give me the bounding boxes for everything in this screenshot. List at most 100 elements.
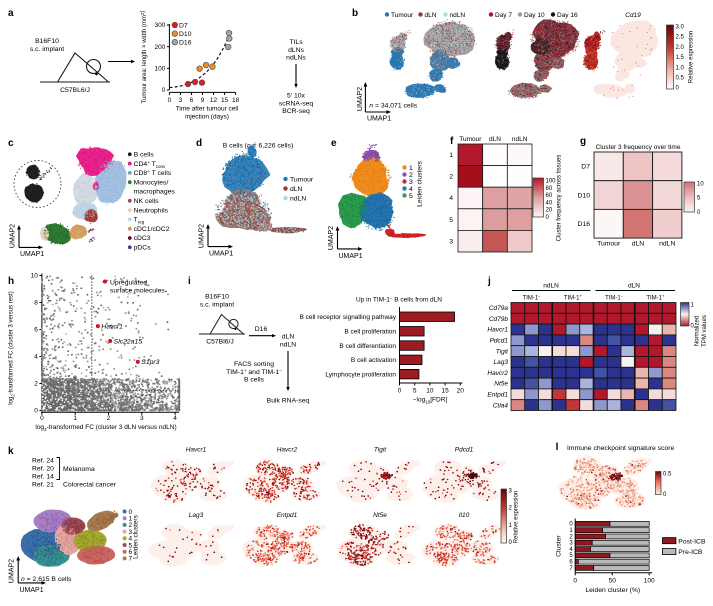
svg-text:40: 40 — [546, 200, 553, 206]
svg-text:ndLN: ndLN — [512, 136, 528, 143]
svg-text:4: 4 — [569, 547, 573, 553]
svg-text:Havcr1: Havcr1 — [101, 323, 123, 330]
svg-text:5: 5 — [409, 193, 413, 200]
svg-text:3: 3 — [129, 529, 133, 536]
svg-text:Cluster: Cluster — [556, 535, 563, 557]
svg-text:h: h — [8, 276, 14, 287]
svg-text:g: g — [580, 136, 586, 147]
svg-text:b: b — [352, 8, 358, 19]
svg-text:2.5: 2.5 — [676, 35, 685, 41]
svg-text:Leiden clusters: Leiden clusters — [133, 514, 140, 558]
svg-text:4: 4 — [409, 186, 413, 193]
svg-text:i: i — [188, 276, 191, 287]
svg-text:Leiden clusters: Leiden clusters — [417, 161, 424, 207]
svg-text:B16F10: B16F10 — [35, 38, 59, 45]
svg-text:6: 6 — [190, 97, 194, 104]
svg-text:B cells (n = 6,226 cells): B cells (n = 6,226 cells) — [223, 143, 293, 150]
svg-text:D10: D10 — [578, 192, 591, 199]
svg-text:s.c. implant: s.c. implant — [30, 46, 64, 53]
svg-text:Havcr1: Havcr1 — [487, 327, 508, 334]
svg-text:TILs: TILs — [289, 39, 303, 46]
svg-text:Il10: Il10 — [459, 512, 470, 519]
svg-text:200: 200 — [155, 44, 166, 51]
svg-text:1: 1 — [509, 523, 513, 529]
svg-text:Lymphocyte proliferation: Lymphocyte proliferation — [325, 371, 396, 378]
svg-text:Day 7: Day 7 — [495, 12, 512, 19]
svg-text:B cell activation: B cell activation — [351, 357, 397, 364]
svg-text:Tumour: Tumour — [459, 136, 482, 143]
svg-text:Cluster 3 frequency over time: Cluster 3 frequency over time — [596, 144, 681, 151]
svg-text:Lag3: Lag3 — [189, 512, 204, 519]
svg-text:f: f — [450, 136, 454, 147]
svg-text:8: 8 — [34, 300, 38, 307]
svg-text:0: 0 — [40, 415, 44, 422]
svg-text:Monocytes/: Monocytes/ — [134, 179, 169, 186]
svg-text:Cd79b: Cd79b — [489, 316, 509, 323]
svg-text:Ctla4: Ctla4 — [493, 402, 509, 409]
svg-text:0: 0 — [691, 324, 695, 330]
svg-text:UMAP1: UMAP1 — [367, 116, 391, 123]
svg-text:5: 5 — [569, 553, 573, 559]
svg-text:D10: D10 — [179, 31, 192, 38]
svg-text:2: 2 — [509, 506, 513, 512]
svg-text:B cells: B cells — [244, 377, 265, 384]
svg-text:Havcr2: Havcr2 — [487, 370, 508, 377]
svg-text:3.0: 3.0 — [676, 25, 685, 31]
svg-text:1: 1 — [129, 516, 133, 523]
svg-text:ndLNs: ndLNs — [286, 55, 306, 62]
svg-text:2: 2 — [129, 522, 133, 529]
svg-text:ndLN: ndLN — [290, 195, 306, 202]
svg-text:1: 1 — [449, 152, 453, 159]
svg-text:50: 50 — [609, 578, 617, 585]
svg-text:5: 5 — [413, 388, 417, 395]
svg-text:10: 10 — [426, 388, 434, 395]
svg-text:Cd79a: Cd79a — [489, 305, 509, 312]
svg-text:1: 1 — [691, 303, 695, 309]
svg-text:s.c. implant: s.c. implant — [200, 301, 234, 308]
svg-text:3: 3 — [179, 97, 183, 104]
svg-text:1: 1 — [409, 165, 413, 172]
svg-text:2: 2 — [34, 381, 38, 388]
svg-text:log2-transformed FC (cluster 3: log2-transformed FC (cluster 3 dLN versu… — [35, 424, 176, 432]
svg-text:0: 0 — [663, 492, 667, 498]
svg-text:−log10[FDR]: −log10[FDR] — [413, 397, 448, 405]
svg-text:Havcr1: Havcr1 — [186, 447, 207, 454]
svg-text:TIM-1+: TIM-1+ — [646, 294, 665, 302]
svg-text:ndLN: ndLN — [659, 241, 675, 248]
svg-text:n = 34,071 cells: n = 34,071 cells — [369, 103, 417, 110]
svg-text:0: 0 — [573, 578, 577, 585]
svg-text:Ref. 20: Ref. 20 — [32, 466, 54, 473]
svg-text:9: 9 — [201, 97, 205, 104]
svg-text:5′ 10x: 5′ 10x — [287, 93, 306, 100]
svg-text:log2-transformed FC (cluster 3: log2-transformed FC (cluster 3 versus re… — [9, 291, 16, 404]
svg-text:100: 100 — [546, 179, 557, 185]
svg-text:0.5: 0.5 — [663, 472, 672, 478]
svg-text:2: 2 — [107, 415, 111, 422]
svg-text:UMAP2: UMAP2 — [9, 559, 16, 583]
svg-text:UMAP2: UMAP2 — [357, 87, 364, 111]
svg-text:2: 2 — [449, 174, 453, 181]
svg-text:10: 10 — [31, 273, 39, 280]
svg-text:0: 0 — [569, 522, 573, 528]
svg-text:Pdcd1: Pdcd1 — [490, 338, 509, 345]
svg-text:FACS sorting: FACS sorting — [234, 361, 274, 368]
svg-text:0: 0 — [676, 86, 680, 92]
svg-text:Day 10: Day 10 — [524, 12, 545, 19]
svg-text:Nt5e: Nt5e — [494, 381, 508, 388]
svg-text:ndLN: ndLN — [280, 341, 296, 348]
svg-text:Upregulated: Upregulated — [110, 280, 147, 287]
svg-text:UMAP2: UMAP2 — [10, 224, 17, 248]
svg-text:Ref. 21: Ref. 21 — [32, 482, 54, 489]
svg-text:C57BL6/J: C57BL6/J — [60, 87, 90, 94]
svg-text:20: 20 — [457, 388, 465, 395]
svg-text:D7: D7 — [581, 164, 590, 171]
svg-text:4: 4 — [449, 195, 453, 202]
svg-text:100: 100 — [644, 578, 655, 585]
svg-text:Ref. 24: Ref. 24 — [32, 458, 54, 465]
svg-text:Up in TIM-1− B cells from dLN: Up in TIM-1− B cells from dLN — [356, 296, 442, 304]
svg-text:20: 20 — [546, 208, 553, 214]
svg-text:Relative expression: Relative expression — [689, 31, 695, 83]
svg-text:1.5: 1.5 — [676, 55, 685, 61]
svg-text:B cell receptor signalling pat: B cell receptor signalling pathway — [300, 314, 397, 321]
svg-text:TIM-1+ and TIM-1−: TIM-1+ and TIM-1− — [226, 368, 282, 376]
